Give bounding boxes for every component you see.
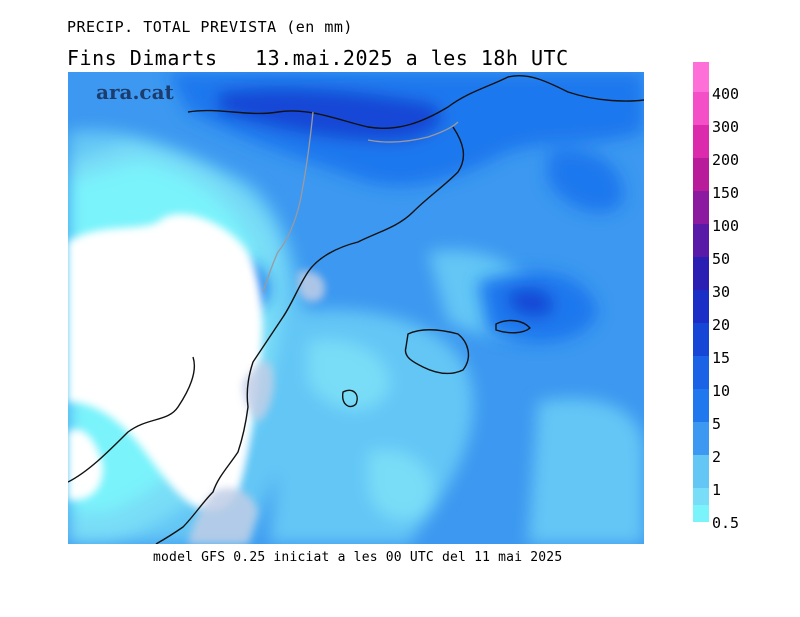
model-run-caption: model GFS 0.25 iniciat a les 00 UTC del … [153, 550, 563, 565]
legend-label-10: 10 [712, 382, 731, 400]
legend-label-30: 30 [712, 283, 731, 301]
legend-swatch [693, 488, 709, 505]
coastline [68, 75, 644, 544]
legend-label-15: 15 [712, 349, 731, 367]
legend-label-50: 50 [712, 250, 731, 268]
legend-swatch [693, 224, 709, 257]
legend-swatch [693, 125, 709, 158]
legend-label-100: 100 [712, 217, 740, 235]
map-title: PRECIP. TOTAL PREVISTA (en mm) [67, 18, 353, 36]
ibiza-outline [342, 389, 358, 408]
legend-label-1: 1 [712, 481, 722, 499]
legend-swatch [693, 455, 709, 488]
legend-label-2: 2 [712, 448, 722, 466]
legend-swatch [693, 62, 709, 92]
admin-borders [262, 111, 459, 293]
legend-swatch [693, 356, 709, 389]
legend-swatch [693, 257, 709, 290]
menorca-outline [495, 319, 531, 334]
legend-label-20: 20 [712, 316, 731, 334]
ara-cat-logo: ara.cat [96, 80, 174, 104]
legend-swatch [693, 505, 709, 522]
legend-swatch [693, 422, 709, 455]
legend-swatch [693, 92, 709, 125]
legend-swatch [693, 323, 709, 356]
legend-color-bar [693, 62, 709, 522]
legend-label-150: 150 [712, 184, 740, 202]
legend-label-300: 300 [712, 118, 740, 136]
precipitation-map [68, 72, 644, 544]
legend-label-200: 200 [712, 151, 740, 169]
legend-label-0-5: 0.5 [712, 514, 740, 532]
legend-swatch [693, 290, 709, 323]
mallorca-outline [404, 329, 470, 375]
legend-label-400: 400 [712, 85, 740, 103]
legend-swatch [693, 389, 709, 422]
dry-areas [68, 213, 263, 511]
legend-label-5: 5 [712, 415, 722, 433]
sea-tint [188, 271, 326, 544]
map-subtitle-valid-time: Fins Dimarts 13.mai.2025 a les 18h UTC [67, 46, 569, 70]
legend-swatch [693, 158, 709, 191]
legend-swatch [693, 191, 709, 224]
